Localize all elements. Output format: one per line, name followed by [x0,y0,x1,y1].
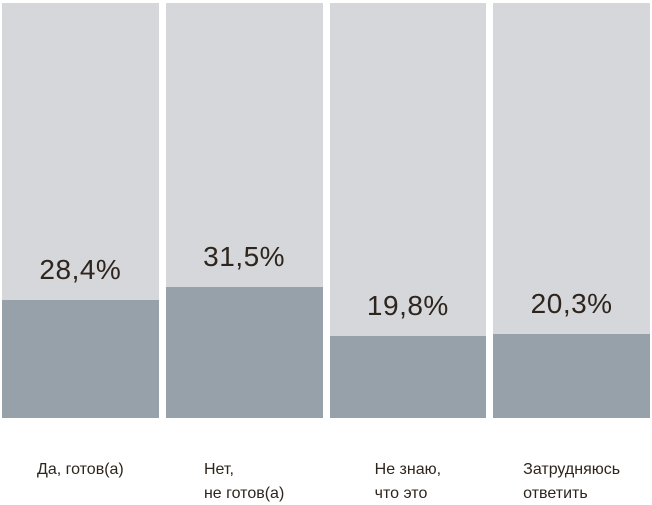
category-label: Не знаю, что это [330,458,487,505]
bar-column: 28,4% Да, готов(а) [2,3,159,505]
category-label-line: ответить [523,485,588,502]
bar-fill [2,300,159,418]
bar-fill [329,335,487,418]
category-label-line: что это [374,485,428,502]
bar-track: 28,4% [2,3,159,418]
bar-column: 20,3% Затрудняюсь ответить [493,3,650,505]
category-label: Затрудняюсь ответить [493,458,650,505]
category-label-line: не готов(а) [203,485,285,502]
bar-track: 19,8% [329,3,487,418]
bar-fill [493,333,650,418]
value-label: 28,4% [39,254,122,286]
bar-track: 31,5% [165,3,323,418]
bar-column: 19,8% Не знаю, что это [329,3,487,505]
category-label-line: Затрудняюсь [523,461,621,478]
category-label-line: Не знаю, [374,461,442,478]
bar-column: 31,5% Нет, не готов(а) [165,3,323,505]
category-label: Да, готов(а) [2,458,159,482]
category-label: Нет, не готов(а) [166,458,323,505]
category-label-line: Нет, [203,461,234,478]
bar-fill [165,287,323,418]
value-label: 31,5% [203,241,286,273]
bar-track: 20,3% [493,3,650,418]
value-label: 20,3% [530,287,613,319]
value-label: 19,8% [366,289,449,321]
category-label-line: Да, готов(а) [36,461,124,478]
